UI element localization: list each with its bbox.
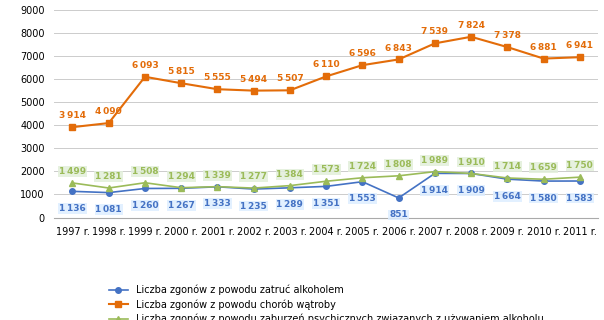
Liczba zgonów z powodu zaburzeń psychicznych związanych z używaniem alkoholu <box>178 186 185 190</box>
Liczba zgonów z powodu zatruć alkoholem <box>250 187 257 191</box>
Liczba zgonów z powodu zatruć alkoholem <box>504 177 511 181</box>
Line: Liczba zgonów z powodu zatruć alkoholem: Liczba zgonów z powodu zatruć alkoholem <box>69 171 583 201</box>
Text: 851: 851 <box>389 211 408 220</box>
Liczba zgonów z powodu chorób wątroby <box>431 42 439 45</box>
Text: 1 808: 1 808 <box>385 160 412 169</box>
Liczba zgonów z powodu chorób wątroby <box>323 75 330 78</box>
Text: 1 351: 1 351 <box>313 199 339 208</box>
Text: 1 914: 1 914 <box>422 186 448 195</box>
Liczba zgonów z powodu zatruć alkoholem <box>323 184 330 188</box>
Text: 1 714: 1 714 <box>494 162 521 171</box>
Text: 1 339: 1 339 <box>204 171 231 180</box>
Text: 1 583: 1 583 <box>567 194 593 203</box>
Liczba zgonów z powodu zatruć alkoholem <box>359 180 366 184</box>
Text: 1 281: 1 281 <box>95 172 122 181</box>
Liczba zgonów z powodu chorób wątroby <box>141 75 149 79</box>
Liczba zgonów z powodu chorób wątroby <box>540 57 547 60</box>
Liczba zgonów z powodu chorób wątroby <box>395 58 402 61</box>
Liczba zgonów z powodu zatruć alkoholem <box>540 179 547 183</box>
Text: 3 914: 3 914 <box>59 111 86 120</box>
Liczba zgonów z powodu zaburzeń psychicznych związanych z używaniem alkoholu <box>576 175 583 179</box>
Text: 5 507: 5 507 <box>277 74 303 84</box>
Liczba zgonów z powodu chorób wątroby <box>69 125 76 129</box>
Liczba zgonów z powodu zaburzeń psychicznych związanych z używaniem alkoholu <box>359 176 366 180</box>
Text: 1 989: 1 989 <box>422 156 448 165</box>
Liczba zgonów z powodu zatruć alkoholem <box>467 172 475 175</box>
Liczba zgonów z powodu zaburzeń psychicznych związanych z używaniem alkoholu <box>250 186 257 190</box>
Liczba zgonów z powodu zatruć alkoholem <box>286 186 294 190</box>
Text: 1 659: 1 659 <box>530 163 557 172</box>
Liczba zgonów z powodu zatruć alkoholem <box>69 189 76 193</box>
Text: 5 494: 5 494 <box>240 75 267 84</box>
Liczba zgonów z powodu chorób wątroby <box>214 87 221 91</box>
Text: 1 910: 1 910 <box>458 157 484 166</box>
Text: 7 539: 7 539 <box>422 28 448 36</box>
Liczba zgonów z powodu zatruć alkoholem <box>576 179 583 183</box>
Text: 1 277: 1 277 <box>240 172 267 181</box>
Liczba zgonów z powodu chorób wątroby <box>359 63 366 67</box>
Liczba zgonów z powodu zaburzeń psychicznych związanych z używaniem alkoholu <box>214 185 221 188</box>
Legend: Liczba zgonów z powodu zatruć alkoholem, Liczba zgonów z powodu chorób wątroby, : Liczba zgonów z powodu zatruć alkoholem,… <box>109 285 544 320</box>
Liczba zgonów z powodu chorób wątroby <box>105 121 112 125</box>
Liczba zgonów z powodu zaburzeń psychicznych związanych z używaniem alkoholu <box>431 170 439 173</box>
Text: 1 267: 1 267 <box>168 201 194 210</box>
Liczba zgonów z powodu chorób wątroby <box>250 89 257 92</box>
Text: 6 843: 6 843 <box>385 44 412 52</box>
Text: 6 881: 6 881 <box>530 43 557 52</box>
Text: 1 260: 1 260 <box>132 201 158 210</box>
Liczba zgonów z powodu zatruć alkoholem <box>105 191 112 195</box>
Liczba zgonów z powodu zaburzeń psychicznych związanych z używaniem alkoholu <box>540 177 547 181</box>
Liczba zgonów z powodu chorób wątroby <box>178 81 185 85</box>
Text: 1 909: 1 909 <box>458 186 484 195</box>
Liczba zgonów z powodu chorób wątroby <box>576 55 583 59</box>
Text: 1 580: 1 580 <box>530 194 557 203</box>
Liczba zgonów z powodu zaburzeń psychicznych związanych z używaniem alkoholu <box>69 181 76 185</box>
Text: 1 573: 1 573 <box>313 165 339 174</box>
Text: 4 090: 4 090 <box>95 107 122 116</box>
Text: 1 136: 1 136 <box>59 204 86 213</box>
Text: 5 555: 5 555 <box>204 73 231 82</box>
Liczba zgonów z powodu zaburzeń psychicznych związanych z używaniem alkoholu <box>105 186 112 190</box>
Liczba zgonów z powodu zaburzeń psychicznych związanych z używaniem alkoholu <box>286 184 294 188</box>
Text: 7 378: 7 378 <box>494 31 521 40</box>
Liczba zgonów z powodu zaburzeń psychicznych związanych z używaniem alkoholu <box>323 179 330 183</box>
Text: 6 110: 6 110 <box>313 60 339 69</box>
Text: 1 384: 1 384 <box>277 170 303 179</box>
Liczba zgonów z powodu zatruć alkoholem <box>395 196 402 200</box>
Liczba zgonów z powodu zatruć alkoholem <box>431 172 439 175</box>
Text: 6 596: 6 596 <box>349 49 376 58</box>
Liczba zgonów z powodu chorób wątroby <box>467 35 475 39</box>
Line: Liczba zgonów z powodu chorób wątroby: Liczba zgonów z powodu chorób wątroby <box>69 33 583 131</box>
Liczba zgonów z powodu zaburzeń psychicznych związanych z używaniem alkoholu <box>467 172 475 175</box>
Text: 1 664: 1 664 <box>494 192 521 201</box>
Text: 1 081: 1 081 <box>95 205 122 214</box>
Text: 7 824: 7 824 <box>458 21 484 30</box>
Text: 6 941: 6 941 <box>567 41 593 50</box>
Text: 1 499: 1 499 <box>59 167 86 176</box>
Text: 1 508: 1 508 <box>132 167 158 176</box>
Liczba zgonów z powodu zaburzeń psychicznych związanych z używaniem alkoholu <box>504 176 511 180</box>
Text: 1 333: 1 333 <box>204 199 231 208</box>
Text: 1 294: 1 294 <box>168 172 194 181</box>
Liczba zgonów z powodu chorób wątroby <box>504 45 511 49</box>
Text: 1 750: 1 750 <box>567 161 593 170</box>
Text: 1 724: 1 724 <box>349 162 376 171</box>
Text: 1 289: 1 289 <box>277 200 303 209</box>
Liczba zgonów z powodu zatruć alkoholem <box>141 187 149 190</box>
Text: 6 093: 6 093 <box>132 61 158 70</box>
Liczba zgonów z powodu chorób wątroby <box>286 88 294 92</box>
Liczba zgonów z powodu zaburzeń psychicznych związanych z używaniem alkoholu <box>141 181 149 185</box>
Text: 5 815: 5 815 <box>168 67 194 76</box>
Text: 1 235: 1 235 <box>240 202 267 211</box>
Liczba zgonów z powodu zatruć alkoholem <box>214 185 221 189</box>
Liczba zgonów z powodu zaburzeń psychicznych związanych z używaniem alkoholu <box>395 174 402 178</box>
Line: Liczba zgonów z powodu zaburzeń psychicznych związanych z używaniem alkoholu: Liczba zgonów z powodu zaburzeń psychicz… <box>69 169 583 191</box>
Liczba zgonów z powodu zatruć alkoholem <box>178 186 185 190</box>
Text: 1 553: 1 553 <box>349 194 376 203</box>
